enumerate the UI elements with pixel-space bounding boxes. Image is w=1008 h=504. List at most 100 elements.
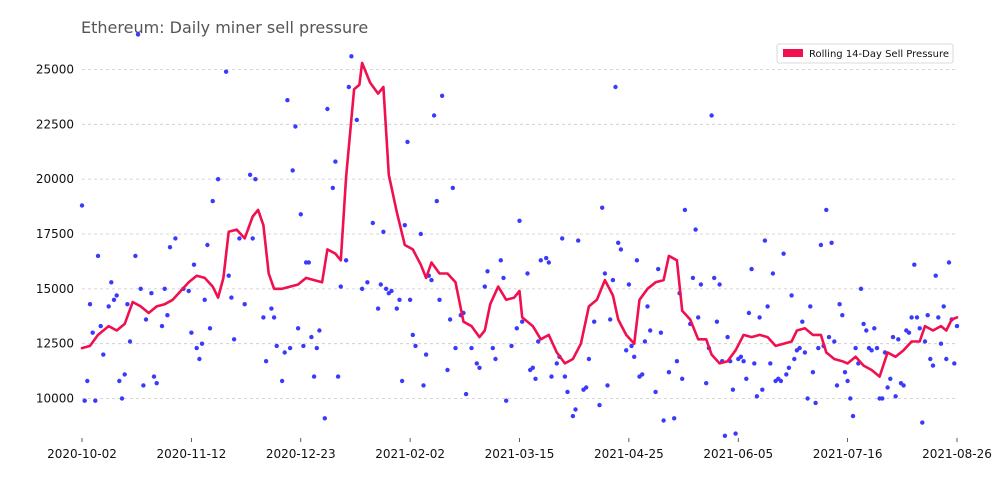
- scatter-point: [672, 416, 677, 421]
- scatter-point: [818, 242, 824, 248]
- y-tick-label: 12500: [36, 337, 74, 351]
- scatter-point: [122, 372, 127, 377]
- scatter-point: [474, 361, 479, 366]
- scatter-point: [749, 266, 754, 272]
- scatter-point: [343, 258, 349, 263]
- scatter-point: [229, 295, 234, 300]
- scatter-point: [210, 198, 215, 204]
- scatter-point: [872, 326, 877, 331]
- scatter-point: [717, 282, 722, 287]
- scatter-point: [616, 240, 621, 245]
- scatter-point: [226, 273, 231, 278]
- scatter-point: [584, 385, 589, 390]
- y-tick-label: 10000: [36, 392, 74, 406]
- scatter-point: [618, 247, 624, 252]
- scatter-point: [533, 376, 538, 381]
- scatter-point: [813, 400, 818, 406]
- scatter-point: [237, 236, 242, 241]
- scatter-point: [765, 304, 770, 309]
- scatter-point: [135, 32, 141, 37]
- scatter-point: [365, 280, 370, 285]
- scatter-point: [119, 396, 125, 401]
- x-tick-label: 2021-03-15: [485, 447, 555, 461]
- sell-pressure-line: [80, 61, 959, 378]
- scatter-point: [375, 306, 381, 311]
- scatter-point: [95, 253, 101, 259]
- scatter-point: [834, 383, 840, 388]
- scatter-point: [800, 319, 805, 324]
- scatter-point: [504, 398, 509, 403]
- scatter-point: [837, 302, 842, 307]
- scatter-point: [893, 394, 898, 399]
- scatter-point: [141, 383, 146, 388]
- scatter-point: [397, 297, 402, 302]
- scatter-point: [250, 236, 255, 241]
- scatter-point: [253, 177, 258, 182]
- scatter-point: [159, 323, 165, 329]
- scatter-point: [933, 273, 938, 278]
- scatter-point: [114, 293, 119, 298]
- scatter-point: [714, 319, 720, 324]
- scatter-point: [90, 330, 95, 335]
- scatter-point: [191, 262, 197, 267]
- scatter-point: [301, 343, 306, 349]
- x-tick-label: 2020-12-23: [266, 447, 336, 461]
- scatter-point: [514, 326, 519, 331]
- scatter-point: [133, 253, 138, 259]
- scatter-point: [712, 275, 717, 281]
- scatter-point: [381, 229, 386, 234]
- scatter-point: [778, 378, 784, 384]
- scatter-point: [285, 98, 290, 103]
- scatter-point: [298, 212, 303, 217]
- scatter-point: [231, 337, 237, 342]
- scatter-point: [439, 93, 445, 99]
- x-tick-label: 2020-11-12: [157, 447, 227, 461]
- scatter-point: [805, 396, 810, 401]
- scatter-point: [930, 363, 936, 368]
- legend-swatch: [783, 49, 803, 57]
- x-tick-label: 2021-08-26: [922, 447, 992, 461]
- scatter-point: [546, 260, 551, 265]
- scatter-point: [741, 359, 746, 364]
- scatter-point: [842, 370, 848, 375]
- scatter-point: [525, 271, 530, 276]
- scatter-point: [389, 288, 394, 294]
- scatter-point: [111, 297, 117, 302]
- scatter-point: [850, 413, 856, 419]
- scatter-point: [896, 337, 901, 342]
- scatter-point: [82, 398, 87, 403]
- scatter-point: [247, 172, 253, 177]
- scatter-point: [752, 361, 757, 366]
- scatter-point: [861, 321, 866, 327]
- scatter-point: [690, 275, 696, 281]
- scatter-point: [85, 378, 90, 384]
- scatter-point: [770, 271, 776, 276]
- scatter-point: [333, 159, 338, 164]
- x-tick-label: 2020-10-02: [47, 447, 117, 461]
- scatter-point: [914, 315, 920, 320]
- scatter-point: [744, 376, 749, 381]
- scatter-point: [666, 370, 672, 375]
- scatter-point: [565, 389, 570, 395]
- scatter-point: [597, 402, 602, 408]
- scatter-point: [194, 345, 199, 351]
- scatter-point: [106, 304, 111, 309]
- scatter-point: [421, 383, 426, 388]
- scatter-point: [885, 385, 890, 390]
- scatter-point: [944, 356, 949, 362]
- scatter-point: [576, 238, 581, 243]
- scatter-point: [399, 378, 405, 384]
- scatter-point: [829, 240, 834, 245]
- chart-title: Ethereum: Daily miner sell pressure: [81, 18, 369, 37]
- scatter-point: [648, 328, 653, 333]
- scatter-point: [600, 205, 605, 210]
- scatter-point: [378, 282, 383, 287]
- scatter-point: [954, 323, 960, 329]
- y-tick-label: 20000: [36, 172, 74, 186]
- y-tick-label: 15000: [36, 282, 74, 296]
- scatter-point: [906, 330, 912, 335]
- scatter-point: [864, 328, 869, 333]
- scatter-point: [629, 343, 634, 349]
- scatter-point: [754, 394, 760, 399]
